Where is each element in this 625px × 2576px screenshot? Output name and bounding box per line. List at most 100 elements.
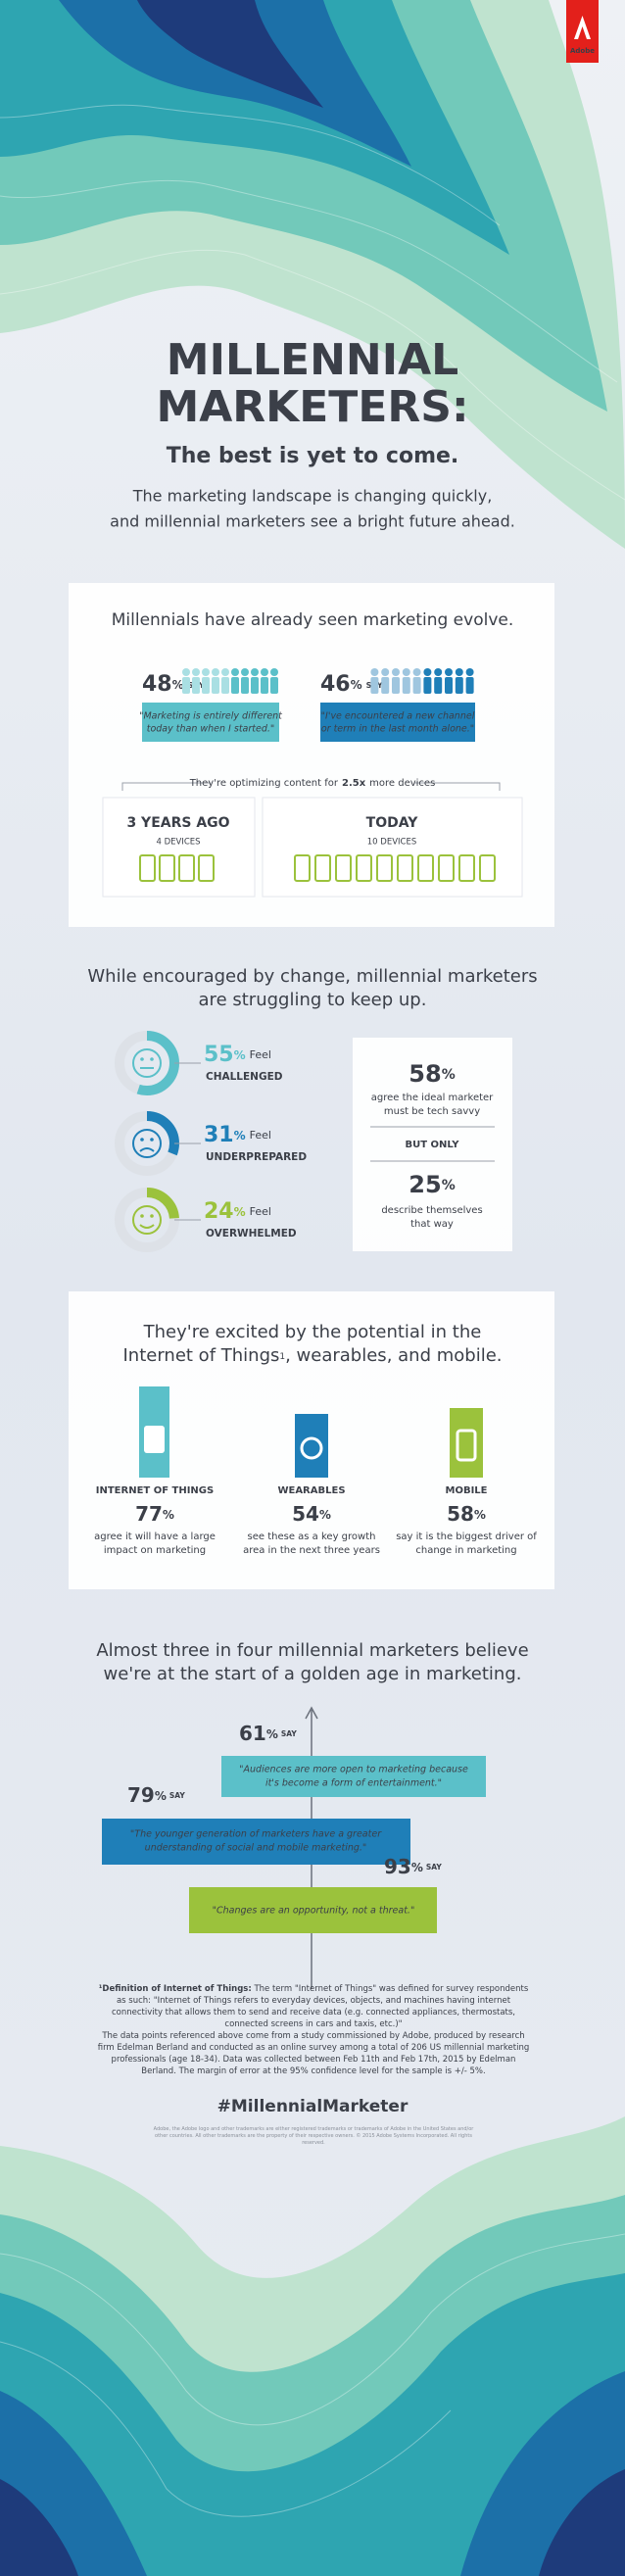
feeling: 31% Feel	[204, 1123, 271, 1147]
device-icons	[139, 854, 496, 882]
section-heading: They're excited by the potential in the	[143, 1322, 482, 1342]
item-desc: area in the next three years	[243, 1545, 380, 1556]
person-icon	[434, 668, 443, 676]
section-heading: While encouraged by change, millennial m…	[87, 966, 537, 987]
quote-box	[189, 1887, 437, 1933]
devices-note: They're optimizing content for 2.5x more d…	[189, 778, 436, 789]
section-heading: Almost three in four millennial marketer…	[96, 1640, 528, 1661]
face	[150, 1214, 154, 1218]
title: MILLENNIAL	[167, 335, 458, 385]
ideal-desc: must be tech savvy	[384, 1106, 480, 1117]
quote-box	[221, 1756, 486, 1797]
feel-value: 31	[204, 1123, 234, 1147]
feeling: 24% Feel	[204, 1199, 271, 1224]
person-icon	[261, 668, 268, 676]
wearable-icon	[300, 1436, 323, 1460]
box-sub: 4 DEVICES	[156, 838, 200, 848]
person-icon	[212, 677, 219, 694]
section-heading: Millennials have already seen marketing …	[112, 610, 514, 630]
legal-text: Adobe, the Adobe logo and other trademar…	[153, 2126, 474, 2146]
face	[140, 1138, 144, 1142]
but-only: BUT ONLY	[406, 1140, 460, 1150]
hashtag: #MillennialMarketer	[217, 2097, 409, 2116]
feel-word: Feel	[250, 1129, 271, 1142]
ideal: 25%	[409, 1171, 455, 1198]
stat-value: 48	[142, 672, 172, 697]
quote: "I've encountered a new channel	[321, 711, 475, 722]
item-desc: say it is the biggest driver of	[396, 1531, 537, 1542]
statement-unit: %	[266, 1727, 278, 1741]
person-icon	[392, 677, 400, 694]
logo-badge	[566, 0, 599, 63]
person-icon	[221, 668, 229, 676]
item-value: 77	[135, 1502, 163, 1526]
statement-value: 61	[239, 1722, 266, 1745]
item-label: MOBILE	[446, 1485, 488, 1496]
person-icon	[241, 677, 249, 694]
person-icon	[202, 668, 210, 676]
item-desc: agree it will have a large	[94, 1531, 216, 1542]
person-icon	[221, 677, 229, 694]
heading-part: , wearables, and mobile.	[285, 1345, 502, 1366]
subtitle: The best is yet to come.	[167, 444, 459, 468]
statement-say: SAY	[281, 1729, 297, 1738]
person-icon	[251, 677, 259, 694]
mobile-icon	[456, 1429, 477, 1462]
ideal-value: 25	[409, 1171, 441, 1198]
statement-unit: %	[155, 1789, 167, 1803]
methodology: The data points referenced above come fr…	[93, 2030, 534, 2077]
person-icon	[270, 677, 278, 694]
ideal-desc: that way	[410, 1219, 454, 1230]
person-icon	[182, 668, 190, 676]
face	[140, 1057, 144, 1061]
note-bold: 2.5x	[342, 778, 366, 789]
quote-box	[102, 1819, 410, 1865]
item-desc: see these as a key growth	[248, 1531, 376, 1542]
feel-label: OVERWHELMED	[206, 1228, 297, 1239]
intro: The marketing landscape is changing quic…	[132, 487, 493, 506]
person-icon	[412, 668, 421, 676]
section-heading: are struggling to keep up.	[199, 990, 427, 1010]
person-icon	[423, 668, 432, 676]
statement-value: 79	[127, 1783, 155, 1807]
box-sub: 10 DEVICES	[367, 838, 416, 848]
feel-label: CHALLENGED	[206, 1071, 283, 1083]
quote-box	[142, 703, 279, 742]
quote: or term in the last month alone."	[321, 724, 474, 735]
note: more devices	[369, 778, 435, 789]
item-unit: %	[319, 1508, 331, 1522]
person-icon	[231, 677, 239, 694]
feel-label: UNDERPREPARED	[206, 1151, 307, 1163]
person-icon	[455, 677, 463, 694]
person-icon	[241, 668, 249, 676]
face	[140, 1214, 144, 1218]
section-heading: we're at the start of a golden age in ma…	[104, 1664, 522, 1684]
face	[150, 1138, 154, 1142]
face	[139, 1147, 155, 1152]
feel-unit: %	[234, 1205, 246, 1219]
statement-unit: %	[411, 1861, 423, 1874]
iot-icon	[144, 1426, 165, 1453]
methodology-text: The data points referenced above come fr…	[97, 2031, 530, 2076]
person-icon	[192, 668, 200, 676]
feeling: 55% Feel	[204, 1043, 271, 1067]
item-stat: 54%	[292, 1502, 331, 1526]
quote: "The younger generation of marketers hav…	[130, 1829, 382, 1840]
ideal-desc: describe themselves	[381, 1205, 482, 1216]
face	[132, 1129, 162, 1158]
person-icon	[202, 677, 210, 694]
item-desc: impact on marketing	[104, 1545, 206, 1556]
person-icon	[412, 677, 421, 694]
face	[150, 1057, 154, 1061]
person-icon	[182, 677, 190, 694]
logo-mark	[574, 16, 591, 39]
logo-text: Adobe	[570, 47, 595, 55]
footnote: ¹Definition of Internet of Things: The t…	[93, 1983, 534, 2030]
title: MARKETERS:	[156, 382, 468, 432]
feel-value: 24	[204, 1199, 234, 1224]
stat-value: 46	[320, 672, 351, 697]
quote: "Changes are an opportunity, not a threa…	[213, 1906, 415, 1917]
face	[132, 1205, 162, 1235]
